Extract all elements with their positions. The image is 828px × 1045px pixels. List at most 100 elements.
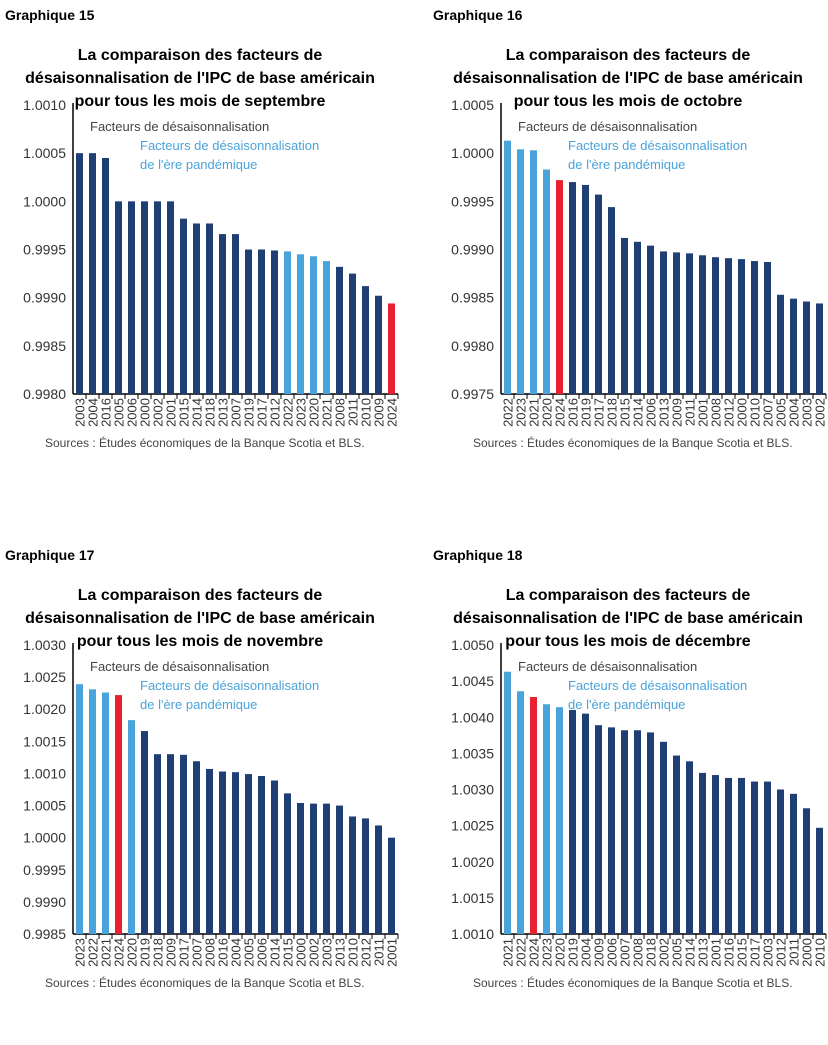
x-tick-label: 2017 xyxy=(592,398,607,427)
x-tick-label: 2005 xyxy=(670,938,685,967)
y-tick-label: 1.0000 xyxy=(23,830,66,846)
bar-2000 xyxy=(141,201,148,394)
bar-2017 xyxy=(595,194,602,394)
bar-2007 xyxy=(193,761,200,934)
x-tick-label: 2007 xyxy=(761,398,776,427)
legend-regular: Facteurs de désaisonnalisation xyxy=(518,659,697,674)
x-tick-label: 2006 xyxy=(255,938,270,967)
x-tick-label: 2002 xyxy=(813,398,828,427)
x-tick-label: 2012 xyxy=(722,398,737,427)
bar-2024 xyxy=(556,180,563,394)
chart-title-line: pour tous les mois de décembre xyxy=(505,633,751,650)
x-tick-label: 2007 xyxy=(618,938,633,967)
chart-title-line: pour tous les mois de novembre xyxy=(77,633,323,650)
bar-2004 xyxy=(232,772,239,934)
chart-heading: Graphique 17 xyxy=(5,547,95,563)
legend-pandemic: Facteurs de désaisonnalisation xyxy=(568,138,747,153)
bar-2011 xyxy=(790,793,797,934)
bar-2018 xyxy=(206,223,213,394)
bar-2005 xyxy=(115,201,122,394)
x-tick-label: 2004 xyxy=(787,398,802,427)
x-tick-label: 2008 xyxy=(333,398,348,427)
bar-2005 xyxy=(245,774,252,934)
bar-2012 xyxy=(725,258,732,394)
x-tick-label: 2005 xyxy=(112,398,127,427)
x-tick-label: 2001 xyxy=(385,938,400,967)
x-tick-label: 2006 xyxy=(125,398,140,427)
x-tick-label: 2018 xyxy=(644,938,659,967)
bar-2021 xyxy=(323,261,330,394)
bar-2009 xyxy=(673,252,680,394)
bar-2021 xyxy=(102,692,109,934)
x-tick-label: 2011 xyxy=(683,398,698,426)
y-tick-label: 1.0050 xyxy=(451,637,494,653)
bar-2015 xyxy=(284,793,291,934)
y-tick-label: 1.0020 xyxy=(451,854,494,870)
bar-2016 xyxy=(569,182,576,394)
bar-2003 xyxy=(764,781,771,934)
x-tick-label: 2020 xyxy=(125,938,140,967)
bar-2011 xyxy=(686,253,693,394)
x-tick-label: 2023 xyxy=(514,398,529,427)
bar-2011 xyxy=(375,825,382,934)
legend-pandemic-2: de l'ère pandémique xyxy=(568,157,685,172)
x-tick-label: 2004 xyxy=(229,938,244,967)
y-tick-label: 0.9985 xyxy=(23,926,66,942)
bar-2015 xyxy=(180,218,187,394)
bar-2003 xyxy=(323,803,330,934)
chart-title-line: La comparaison des facteurs de xyxy=(506,587,751,604)
bar-2019 xyxy=(569,710,576,934)
x-tick-label: 2024 xyxy=(112,938,127,967)
bar-2022 xyxy=(284,251,291,394)
chart-title-line: désaisonnalisation de l'IPC de base amér… xyxy=(25,70,375,87)
bar-2009 xyxy=(375,295,382,394)
x-tick-label: 2015 xyxy=(735,938,750,967)
x-tick-label: 2013 xyxy=(696,938,711,967)
x-tick-label: 2024 xyxy=(527,938,542,967)
x-tick-label: 2000 xyxy=(800,938,815,967)
chart-source: Sources : Études économiques de la Banqu… xyxy=(473,975,793,990)
bar-2000 xyxy=(803,808,810,934)
x-tick-label: 2010 xyxy=(813,938,828,967)
bar-2014 xyxy=(271,780,278,934)
x-tick-label: 2006 xyxy=(644,398,659,427)
x-tick-label: 2022 xyxy=(514,938,529,967)
bar-2017 xyxy=(258,249,265,394)
bar-2006 xyxy=(258,776,265,934)
y-tick-label: 1.0025 xyxy=(451,818,494,834)
y-tick-label: 0.9975 xyxy=(451,386,494,402)
x-tick-label: 2009 xyxy=(372,398,387,427)
bar-2007 xyxy=(764,262,771,394)
bar-2006 xyxy=(128,201,135,394)
y-tick-label: 0.9990 xyxy=(451,242,494,258)
bar-2003 xyxy=(76,153,83,394)
bar-2022 xyxy=(517,691,524,934)
bar-2021 xyxy=(504,671,511,934)
y-tick-label: 1.0015 xyxy=(23,733,66,749)
x-tick-label: 2021 xyxy=(501,938,516,967)
bar-2006 xyxy=(647,245,654,394)
chart-17: Graphique 17 La comparaison des facteurs … xyxy=(0,540,414,1040)
legend-regular: Facteurs de désaisonnalisation xyxy=(90,659,269,674)
x-tick-label: 2016 xyxy=(722,938,737,967)
y-tick-label: 1.0020 xyxy=(23,701,66,717)
bar-2002 xyxy=(154,201,161,394)
x-tick-label: 2001 xyxy=(696,398,711,427)
y-tick-label: 1.0030 xyxy=(451,782,494,798)
x-tick-label: 2009 xyxy=(592,938,607,967)
chart-16: Graphique 16 La comparaison des facteurs … xyxy=(428,0,828,500)
bar-2005 xyxy=(673,755,680,934)
y-tick-label: 1.0040 xyxy=(451,709,494,725)
x-tick-label: 2022 xyxy=(86,938,101,967)
y-tick-label: 0.9990 xyxy=(23,894,66,910)
bar-2000 xyxy=(297,802,304,934)
x-tick-label: 2012 xyxy=(774,938,789,967)
bar-2010 xyxy=(362,286,369,394)
x-tick-label: 2008 xyxy=(709,398,724,427)
chart-source: Sources : Études économiques de la Banqu… xyxy=(473,435,793,450)
bar-2010 xyxy=(751,261,758,394)
bar-2001 xyxy=(388,837,395,934)
x-tick-label: 2001 xyxy=(164,398,179,427)
bar-2011 xyxy=(349,273,356,394)
x-tick-label: 2010 xyxy=(346,938,361,967)
